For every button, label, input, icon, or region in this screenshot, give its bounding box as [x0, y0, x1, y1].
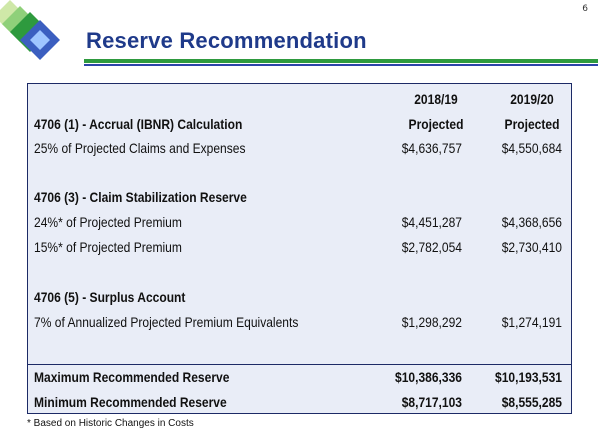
- reserve-table-panel: [27, 83, 572, 414]
- row-value-2019: $4,368,656: [501, 214, 562, 230]
- page-number: 6: [582, 4, 588, 14]
- title-rule-blue: [84, 64, 598, 66]
- row-label: 25% of Projected Claims and Expenses: [34, 140, 246, 156]
- row-value-2019: $2,730,410: [501, 239, 562, 255]
- row-value-2019: $1,274,191: [501, 314, 562, 330]
- logo-diamonds-icon: [0, 0, 60, 60]
- footnote: * Based on Historic Changes in Costs: [27, 418, 194, 429]
- row-value-2019: $4,550,684: [501, 140, 562, 156]
- title-rule-green: [84, 59, 598, 63]
- row-value-2018: $4,451,287: [401, 214, 462, 230]
- total-min-2019: $8,555,285: [501, 394, 562, 410]
- section-heading-accrual: 4706 (1) - Accrual (IBNR) Calculation: [34, 116, 243, 132]
- total-max-2018: $10,386,336: [395, 369, 462, 385]
- row-label: 15%* of Projected Premium: [34, 239, 182, 255]
- total-max-2019: $10,193,531: [495, 369, 562, 385]
- section-heading-claim-stabilization: 4706 (3) - Claim Stabilization Reserve: [34, 189, 247, 205]
- total-min-2018: $8,717,103: [401, 394, 462, 410]
- row-value-2018: $2,782,054: [401, 239, 462, 255]
- row-label: 24%* of Projected Premium: [34, 214, 182, 230]
- col-header-sub-2: Projected: [504, 116, 560, 132]
- col-header-year-2: 2019/20: [510, 91, 554, 107]
- total-label-maximum: Maximum Recommended Reserve: [34, 369, 230, 385]
- total-label-minimum: Minimum Recommended Reserve: [34, 394, 227, 410]
- page-title: Reserve Recommendation: [86, 28, 367, 53]
- col-header-sub-1: Projected: [408, 116, 464, 132]
- col-header-year-1: 2018/19: [414, 91, 458, 107]
- row-value-2018: $1,298,292: [401, 314, 462, 330]
- row-value-2018: $4,636,757: [401, 140, 462, 156]
- row-label: 7% of Annualized Projected Premium Equiv…: [34, 314, 299, 330]
- totals-divider: [28, 364, 571, 365]
- section-heading-surplus: 4706 (5) - Surplus Account: [34, 289, 186, 305]
